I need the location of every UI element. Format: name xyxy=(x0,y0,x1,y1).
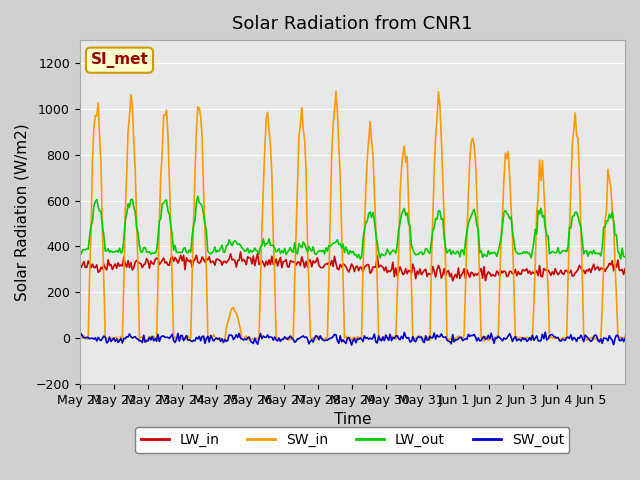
LW_in xyxy=(111,261,119,267)
SW_in xyxy=(76,336,83,342)
LW_in xyxy=(621,266,629,272)
LW_in xyxy=(620,272,627,277)
Line: LW_in: LW_in xyxy=(79,252,625,281)
Line: SW_out: SW_out xyxy=(79,332,625,345)
SW_out xyxy=(76,334,83,340)
SW_out xyxy=(358,336,365,342)
LW_out xyxy=(621,254,629,260)
LW_in xyxy=(237,249,244,255)
LW_out xyxy=(466,216,474,222)
LW_in xyxy=(449,278,456,284)
SW_in xyxy=(467,139,475,145)
SW_out xyxy=(348,342,355,348)
LW_in xyxy=(94,269,102,275)
Legend: LW_in, SW_in, LW_out, SW_out: LW_in, SW_in, LW_out, SW_out xyxy=(135,428,570,453)
SW_in xyxy=(620,336,627,341)
SW_in xyxy=(94,100,102,106)
LW_out xyxy=(547,250,555,256)
Line: SW_in: SW_in xyxy=(79,92,625,341)
SW_in xyxy=(621,333,629,339)
Text: SI_met: SI_met xyxy=(90,52,148,68)
LW_out xyxy=(617,256,625,262)
LW_out xyxy=(358,254,365,260)
SW_out xyxy=(620,339,627,345)
LW_in xyxy=(548,269,556,275)
LW_in xyxy=(467,269,475,275)
SW_in xyxy=(111,335,119,340)
LW_out xyxy=(94,204,102,210)
LW_in xyxy=(358,265,365,271)
LW_in xyxy=(76,263,83,268)
SW_out xyxy=(621,336,629,341)
LW_out xyxy=(194,193,202,199)
SW_out xyxy=(541,329,549,335)
LW_out xyxy=(76,248,83,253)
LW_out xyxy=(111,249,119,254)
SW_out xyxy=(111,338,119,344)
SW_out xyxy=(94,335,102,340)
Y-axis label: Solar Radiation (W/m2): Solar Radiation (W/m2) xyxy=(15,123,30,301)
LW_out xyxy=(620,253,627,259)
SW_out xyxy=(548,332,556,337)
SW_in xyxy=(358,335,365,340)
Line: LW_out: LW_out xyxy=(79,196,625,259)
SW_in xyxy=(449,338,456,344)
SW_in xyxy=(548,335,556,341)
SW_in xyxy=(332,89,340,95)
SW_out xyxy=(466,334,474,339)
X-axis label: Time: Time xyxy=(333,412,371,427)
Title: Solar Radiation from CNR1: Solar Radiation from CNR1 xyxy=(232,15,472,33)
